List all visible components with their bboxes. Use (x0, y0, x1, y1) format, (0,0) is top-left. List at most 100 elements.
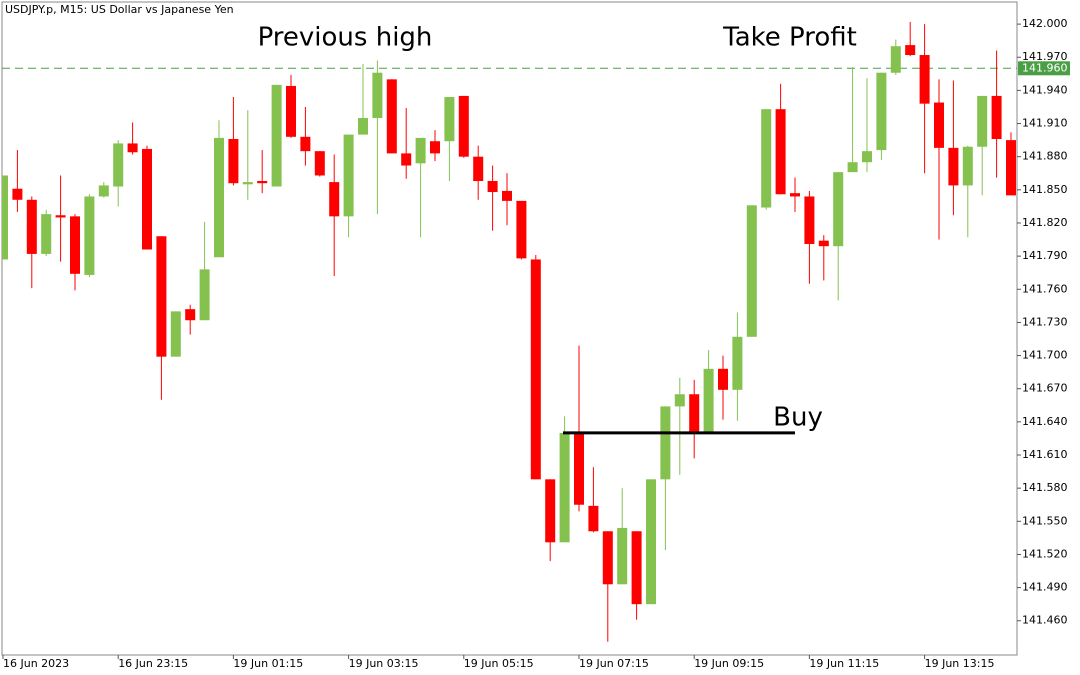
candle-body (559, 432, 570, 543)
y-tick-label: 141.760 (1022, 282, 1068, 295)
candle-body (214, 137, 224, 258)
x-tick-label: 16 Jun 23:15 (118, 657, 188, 670)
x-tick-label: 19 Jun 05:15 (464, 657, 534, 670)
y-tick-label: 141.460 (1022, 614, 1068, 627)
candle-body (242, 182, 253, 185)
candle-body (386, 79, 397, 154)
candle-body (689, 394, 700, 432)
candle-body (833, 172, 844, 247)
x-tick-label: 16 Jun 2023 (3, 657, 69, 670)
candle-body (415, 137, 426, 164)
candle-body (602, 531, 613, 585)
y-tick-label: 141.880 (1022, 150, 1068, 163)
candle-body (1006, 140, 1016, 196)
candle-body (919, 55, 930, 104)
y-tick-label: 141.970 (1022, 50, 1068, 63)
candle-body (444, 97, 455, 142)
annotation: Take Profit (722, 23, 857, 53)
candle-body (660, 406, 671, 480)
annotation: Previous high (258, 23, 433, 53)
candle-body (631, 531, 642, 605)
candle-body (473, 156, 484, 181)
y-tick-label: 141.700 (1022, 349, 1068, 362)
candle-body (271, 84, 282, 187)
candle-body (286, 85, 296, 137)
candle-body (372, 72, 383, 119)
candle-body (977, 95, 988, 147)
candle-body (775, 109, 786, 195)
candle-body (228, 139, 239, 184)
y-tick-label: 141.550 (1022, 514, 1068, 527)
candle-body (718, 368, 728, 390)
candle-body (862, 151, 872, 163)
candle-body (746, 205, 757, 337)
candle-body (257, 180, 268, 184)
y-tick-label: 141.490 (1022, 581, 1068, 594)
x-tick-label: 19 Jun 07:15 (579, 657, 649, 670)
x-tick-label: 19 Jun 03:15 (349, 657, 419, 670)
candle-body (703, 368, 714, 432)
y-tick-label: 141.580 (1022, 481, 1068, 494)
y-tick-label: 141.670 (1022, 382, 1068, 395)
y-tick-label: 141.640 (1022, 415, 1068, 428)
x-tick-label: 19 Jun 09:15 (694, 657, 764, 670)
y-tick-label: 141.940 (1022, 83, 1068, 96)
candle-body (358, 118, 368, 135)
candle-body (70, 216, 80, 274)
candle-body (314, 151, 325, 176)
candle-body (170, 311, 181, 357)
candle-body (41, 214, 52, 254)
level-price-box (1018, 61, 1070, 76)
y-tick-label: 141.610 (1022, 448, 1068, 461)
candle-body (962, 146, 973, 186)
candle-body (545, 479, 556, 543)
candle-body (790, 193, 800, 197)
candle-body (84, 196, 95, 275)
x-tick-label: 19 Jun 11:15 (809, 657, 879, 670)
y-tick-label: 141.520 (1022, 547, 1068, 560)
candle-body (948, 147, 959, 186)
x-tick-label: 19 Jun 01:15 (233, 657, 303, 670)
level-price-label: 141.960 (1022, 61, 1068, 74)
candle-body (300, 136, 311, 152)
candle-body (847, 162, 858, 173)
y-tick-label: 141.850 (1022, 183, 1068, 196)
y-tick-label: 141.910 (1022, 117, 1068, 130)
candle-body (934, 102, 944, 148)
chart-title: USDJPY.p, M15: US Dollar vs Japanese Yen (5, 3, 234, 16)
candle-body (156, 236, 167, 357)
y-tick-label: 142.000 (1022, 17, 1068, 30)
y-tick-label: 141.820 (1022, 216, 1068, 229)
candle-body (12, 188, 23, 200)
candle-body (458, 95, 469, 157)
candle-body (991, 95, 1002, 140)
candle-body (502, 190, 512, 201)
x-tick-label: 19 Jun 13:15 (925, 657, 995, 670)
candle-body (430, 141, 440, 154)
candle-body (516, 200, 527, 259)
plot-frame (1, 1, 1018, 656)
candle-body (674, 394, 685, 407)
candle-body (113, 143, 124, 187)
candle-body (98, 185, 109, 197)
candle-body (2, 175, 8, 260)
candle-body (574, 431, 584, 505)
candle-body (199, 269, 210, 321)
candle-body (26, 199, 37, 254)
candle-body (876, 72, 887, 151)
candle-body (487, 180, 498, 193)
y-tick-label: 141.730 (1022, 315, 1068, 328)
candle-body (588, 505, 599, 532)
candle-body (732, 336, 743, 390)
candle-body (646, 479, 656, 605)
candle-body (804, 196, 815, 244)
candle-body (617, 527, 628, 585)
candle-body (127, 143, 138, 153)
candle-body (142, 148, 152, 250)
candle-body (55, 215, 66, 218)
candle-body (818, 240, 829, 247)
candle-body (401, 153, 412, 166)
candle-body (343, 134, 354, 217)
candle-body (890, 46, 901, 73)
